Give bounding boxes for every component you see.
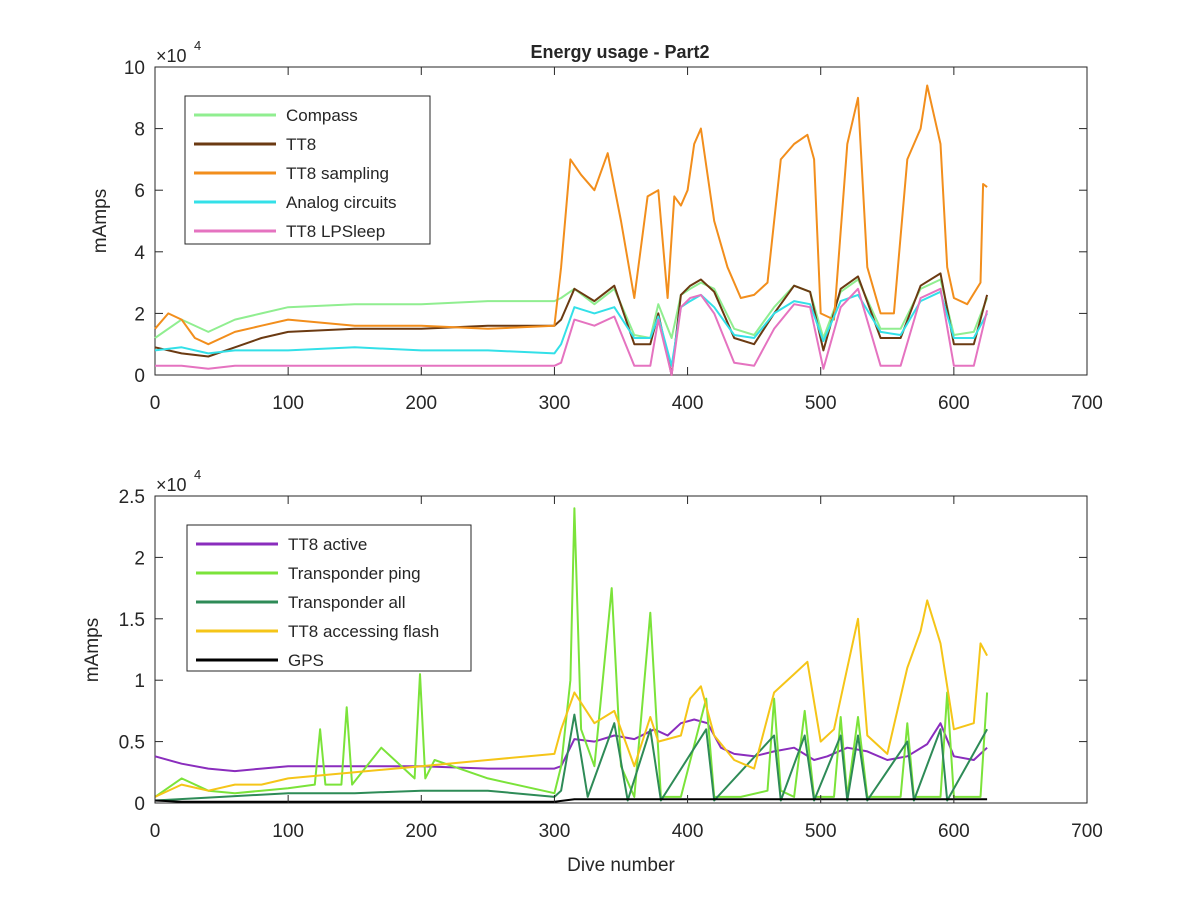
series-line-tt8-accessing-flash: [154, 599, 988, 798]
top-exponent-power: 4: [194, 38, 201, 53]
x-tick-label: 0: [150, 821, 161, 842]
y-tick-label: 1.5: [119, 610, 145, 631]
x-tick-label: 0: [150, 393, 161, 414]
legend-label: TT8 LPSleep: [286, 222, 385, 241]
y-tick-label: 8: [134, 120, 145, 141]
x-tick-label: 100: [272, 393, 304, 414]
x-tick-label: 700: [1071, 821, 1103, 842]
x-tick-label: 700: [1071, 393, 1103, 414]
x-tick-label: 100: [272, 821, 304, 842]
y-tick-label: 6: [134, 181, 145, 202]
top-exponent-base: ×10: [156, 46, 187, 66]
bottom-exponent-base: ×10: [156, 475, 187, 495]
series-line-tt8-sampling: [154, 84, 988, 346]
legend-label: Transponder all: [288, 593, 406, 612]
bottom-ylabel: mAmps: [82, 618, 103, 682]
bottom-exponent-power: 4: [194, 467, 201, 482]
bottom-xlabel: Dive number: [567, 855, 675, 876]
y-tick-label: 0.5: [119, 733, 145, 754]
y-tick-label: 4: [134, 243, 145, 264]
series-line-tt8: [154, 272, 989, 376]
y-tick-label: 1: [134, 671, 145, 692]
legend-label: Transponder ping: [288, 564, 421, 583]
series-line-gps: [154, 798, 988, 803]
legend-label: GPS: [288, 651, 324, 670]
x-tick-label: 300: [539, 393, 571, 414]
x-tick-label: 200: [405, 393, 437, 414]
bottom-plot: 0 100 200 300 400 500 600 700 0 0.5 1 1.5 2 2.5 ×10 4…: [82, 467, 1103, 876]
legend-box: [186, 524, 472, 672]
y-tick-label: 0: [134, 794, 145, 815]
x-tick-label: 600: [938, 821, 970, 842]
y-tick-label: 2.5: [119, 487, 145, 508]
legend-label: Compass: [286, 106, 358, 125]
x-tick-label: 400: [672, 821, 704, 842]
x-tick-label: 400: [672, 393, 704, 414]
top-ylabel: mAmps: [90, 189, 111, 253]
legend-label: TT8 sampling: [286, 164, 389, 183]
chart-title: Energy usage - Part2: [530, 42, 709, 62]
x-tick-label: 300: [539, 821, 571, 842]
legend-box: [184, 95, 431, 245]
x-tick-label: 200: [405, 821, 437, 842]
x-tick-label: 600: [938, 393, 970, 414]
legend-label: TT8: [286, 135, 316, 154]
x-tick-label: 500: [805, 393, 837, 414]
series-line-transponder-all: [154, 713, 988, 802]
y-tick-label: 0: [134, 366, 145, 387]
legend-label: Analog circuits: [286, 193, 397, 212]
legend-label: TT8 active: [288, 535, 367, 554]
y-tick-label: 2: [134, 304, 145, 325]
series-line-transponder-ping: [154, 507, 989, 798]
legend-label: TT8 accessing flash: [288, 622, 439, 641]
series-line-tt8-lpsleep: [155, 287, 989, 376]
x-tick-label: 500: [805, 821, 837, 842]
y-tick-label: 2: [134, 548, 145, 569]
y-tick-label: 10: [124, 58, 145, 79]
top-plot: 0 100 200 300 400 500 600 700 0 2 4 6 8 10 ×10 4 mAmp…: [90, 38, 1103, 414]
